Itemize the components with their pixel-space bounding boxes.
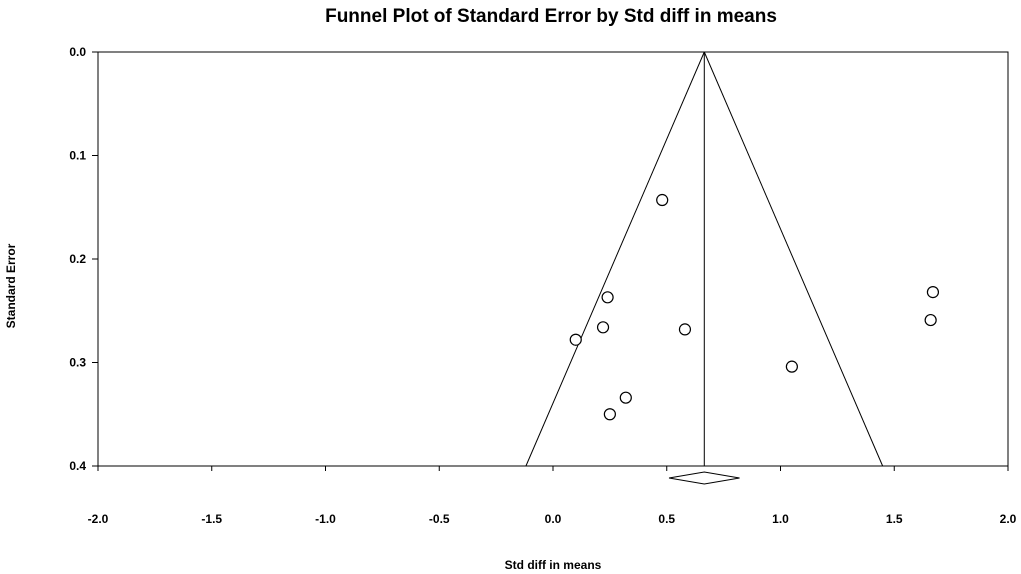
- y-tick-label: 0.1: [69, 149, 86, 163]
- study-points-layer: [569, 193, 940, 421]
- study-point: [596, 321, 610, 334]
- pooled-diamond-layer: [668, 471, 740, 485]
- x-tick-label: 0.5: [658, 512, 675, 526]
- x-axis-ticks: -2.0 -1.5 -1.0 -0.5 0.0 0.5 1.0 1.5 2.0: [88, 466, 1017, 526]
- x-tick-label: -0.5: [429, 512, 450, 526]
- funnel-left-line: [525, 51, 705, 467]
- study-point: [603, 408, 616, 421]
- y-tick-label: 0.4: [69, 459, 86, 473]
- x-tick-label: -1.0: [315, 512, 336, 526]
- study-point: [678, 323, 692, 336]
- study-point: [601, 291, 614, 304]
- chart-title: Funnel Plot of Standard Error by Std dif…: [325, 6, 777, 27]
- study-point: [569, 333, 582, 346]
- y-tick-label: 0.3: [69, 356, 86, 370]
- y-axis-label: Standard Error: [4, 243, 18, 328]
- funnel-layer: [525, 51, 884, 467]
- study-point: [656, 193, 669, 207]
- x-axis-label: Std diff in means: [505, 558, 602, 572]
- x-tick-label: 1.5: [886, 512, 903, 526]
- y-tick-label: 0.0: [69, 45, 86, 59]
- study-point: [924, 313, 937, 327]
- x-tick-label: 0.0: [545, 512, 562, 526]
- x-tick-label: 2.0: [1000, 512, 1017, 526]
- y-axis-ticks: 0.0 0.1 0.2 0.3 0.4: [69, 45, 98, 473]
- study-point: [926, 286, 940, 299]
- x-tick-label: -1.5: [201, 512, 222, 526]
- study-point: [619, 391, 632, 404]
- x-tick-label: -2.0: [88, 512, 109, 526]
- funnel-right-line: [703, 51, 884, 467]
- x-tick-label: 1.0: [772, 512, 789, 526]
- study-point: [785, 360, 798, 373]
- y-tick-label: 0.2: [69, 252, 86, 266]
- pooled-diamond: [668, 471, 740, 485]
